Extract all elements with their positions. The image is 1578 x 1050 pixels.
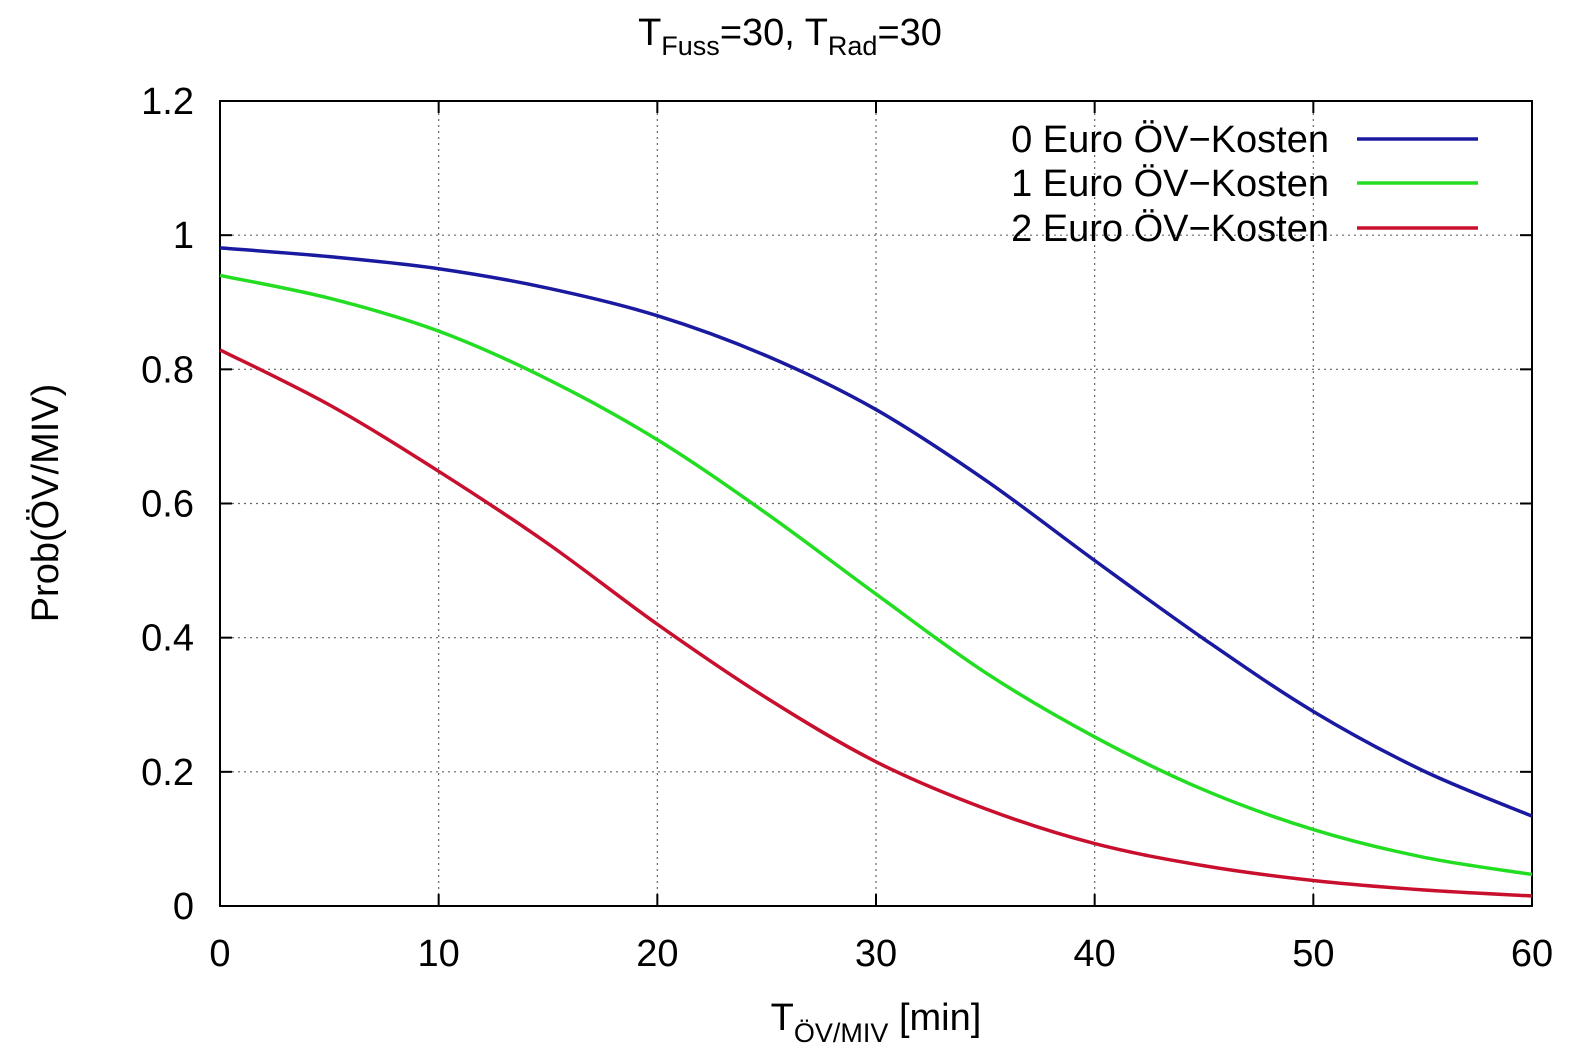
x-tick-label: 10 — [418, 933, 460, 975]
legend-label-1: 1 Euro ÖV−Kosten — [1011, 163, 1329, 205]
axis-ticks: 0 10 20 30 40 50 60 0 0.2 0.4 0.6 0.8 1 1.2 — [141, 81, 1553, 975]
y-tick-label: 0.2 — [141, 752, 194, 794]
x-tick-label: 60 — [1511, 933, 1553, 975]
legend-label-2: 2 Euro ÖV−Kosten — [1011, 208, 1329, 250]
y-tick-label: 1 — [173, 215, 194, 257]
x-tick-label: 30 — [855, 933, 897, 975]
y-tick-label: 0.4 — [141, 618, 194, 660]
chart-title: TFuss=30, TRad=30 — [638, 12, 942, 61]
y-tick-label: 0 — [173, 886, 194, 928]
x-tick-label: 0 — [209, 933, 230, 975]
y-tick-label: 0.6 — [141, 484, 194, 526]
series-line-2 — [219, 348, 1533, 898]
series-layer — [219, 246, 1533, 898]
y-axis-label: Prob(ÖV/MIV) — [25, 384, 67, 623]
series-line-0 — [219, 246, 1533, 818]
legend-label-0: 0 Euro ÖV−Kosten — [1011, 119, 1329, 161]
y-tick-label: 1.2 — [141, 81, 194, 123]
x-tick-label: 20 — [636, 933, 678, 975]
series-line-1 — [219, 273, 1533, 877]
y-tick-label: 0.8 — [141, 349, 194, 391]
x-axis-label: TÖV/MIV [min] — [771, 997, 982, 1048]
x-tick-label: 50 — [1292, 933, 1334, 975]
x-tick-label: 40 — [1074, 933, 1116, 975]
grid-lines — [220, 101, 1532, 906]
